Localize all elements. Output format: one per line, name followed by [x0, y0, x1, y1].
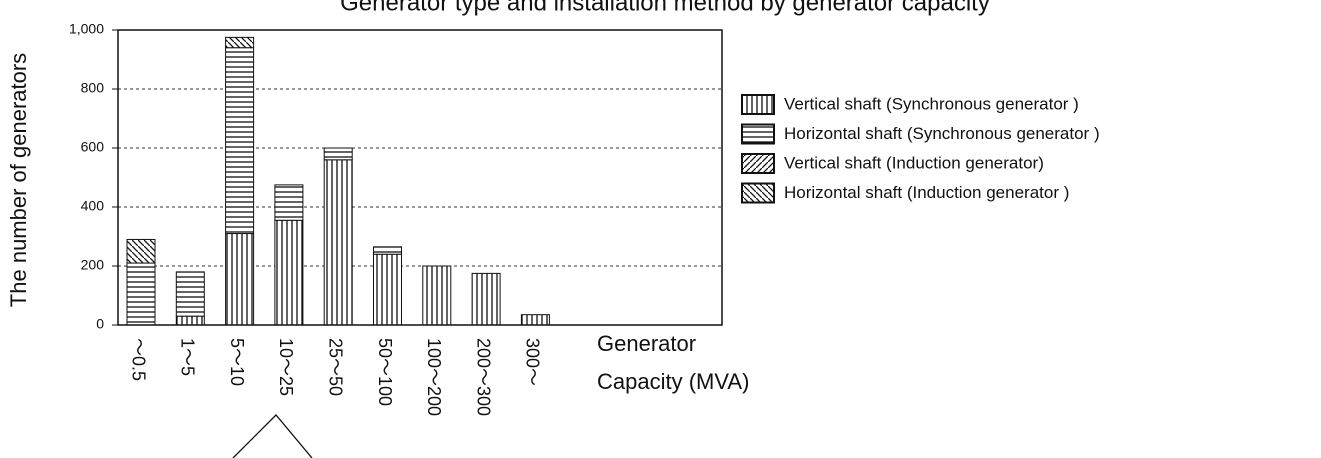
- x-axis-label: Generator: [597, 331, 696, 356]
- x-tick-label: 200～300: [473, 338, 493, 416]
- bar-segment: [175, 315, 205, 326]
- legend-label: Vertical shaft (Induction generator): [784, 153, 1044, 172]
- bar-segment: [175, 271, 205, 317]
- y-tick-label: 1,000: [69, 21, 104, 37]
- x-tick-label: 10～25: [276, 338, 296, 396]
- bar-segment: [274, 184, 304, 221]
- legend-label: Horizontal shaft (Induction generator ): [784, 183, 1069, 202]
- legend-swatch: [741, 182, 775, 204]
- x-tick-label: 100～200: [424, 338, 444, 416]
- x-tick-label: 5～10: [227, 338, 247, 386]
- bar-segment: [323, 159, 353, 326]
- legend-label: Horizontal shaft (Synchronous generator …: [784, 124, 1100, 143]
- chart-title: Generator type and installation method b…: [340, 0, 990, 16]
- plot-frame: [117, 29, 723, 326]
- legend-swatch: [741, 94, 775, 115]
- bar-segment: [323, 147, 353, 161]
- y-tick-label: 0: [96, 316, 104, 332]
- y-axis-label: The number of generators: [6, 53, 31, 307]
- legend-swatch: [741, 153, 775, 174]
- bar-segment: [126, 262, 156, 326]
- bar-segment: [225, 47, 255, 235]
- x-tick-label: 25～50: [325, 338, 345, 396]
- y-tick-label: 200: [81, 257, 105, 273]
- y-tick-label: 400: [81, 198, 105, 214]
- x-tick-label: 300～: [523, 338, 543, 386]
- x-tick-label: 50～100: [375, 338, 395, 406]
- bar-segment: [373, 246, 402, 255]
- legend-swatch: [741, 123, 775, 145]
- y-tick-label: 600: [81, 139, 105, 155]
- bar-segment: [274, 219, 304, 326]
- bar-segment: [471, 272, 501, 326]
- bar-segment: [225, 36, 255, 49]
- bar-segment: [373, 253, 402, 326]
- x-axis-label: Capacity (MVA): [597, 369, 749, 394]
- bar-segment: [225, 233, 255, 326]
- legend-label: Vertical shaft (Synchronous generator ): [784, 94, 1079, 113]
- bar-segment: [422, 265, 452, 326]
- bar-segment: [126, 238, 156, 264]
- x-tick-label: 1～5: [178, 338, 198, 376]
- x-tick-label: ～0.5: [128, 338, 148, 381]
- y-tick-label: 800: [81, 80, 105, 96]
- bar-segment: [520, 314, 550, 326]
- annotation-line: [232, 414, 313, 458]
